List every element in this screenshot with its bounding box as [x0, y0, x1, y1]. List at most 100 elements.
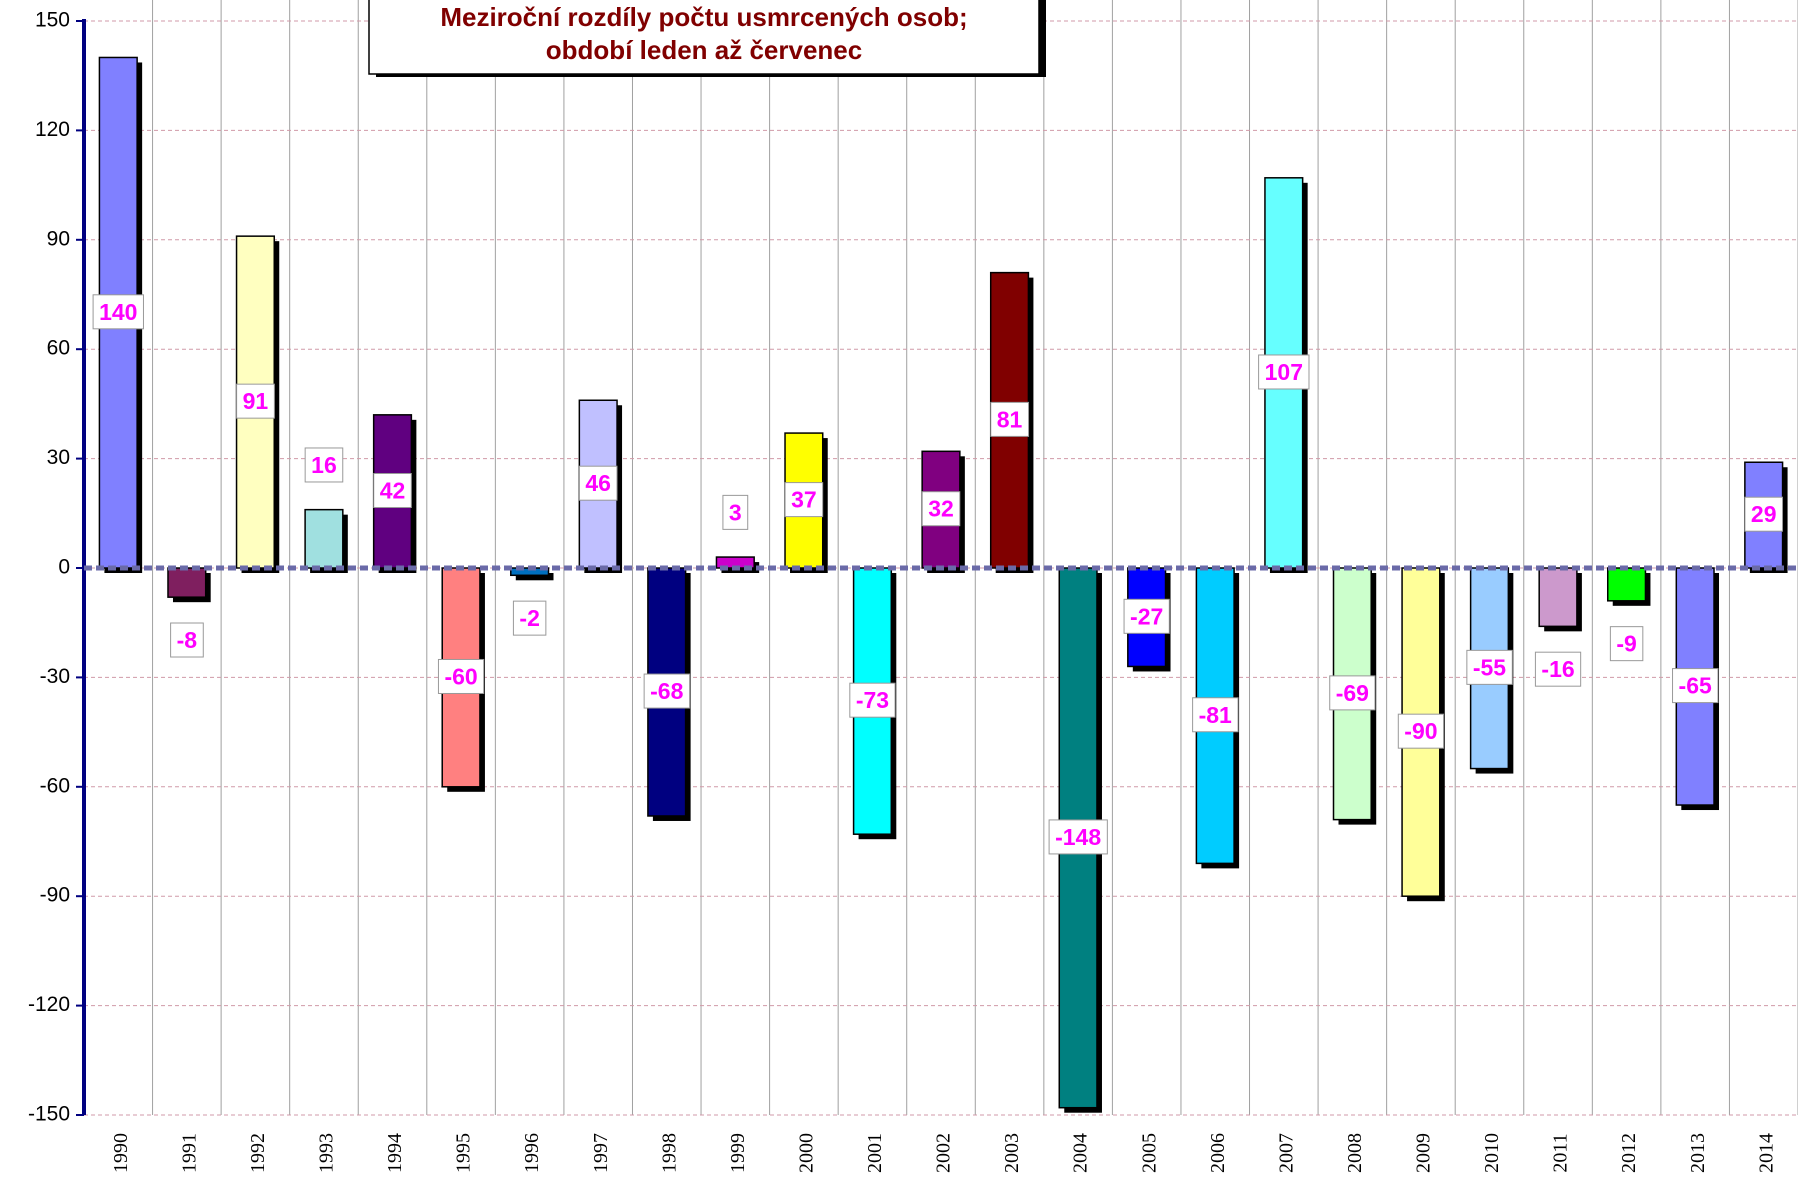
x-tick-label: 2000	[795, 1133, 817, 1173]
value-label: -90	[1404, 718, 1437, 744]
x-tick-label: 1998	[658, 1133, 680, 1173]
x-tick-label: 1996	[521, 1133, 543, 1173]
x-tick: 1996	[521, 1133, 543, 1173]
value-label-box	[578, 465, 618, 501]
x-tick: 1993	[316, 1133, 338, 1173]
x-tick: 2005	[1138, 1133, 1160, 1173]
y-tick-label: 0	[58, 556, 70, 579]
value-label: -9	[1616, 631, 1636, 657]
y-tick-label: -30	[40, 665, 70, 688]
value-label-box	[92, 294, 144, 330]
x-tick: 2002	[933, 1133, 955, 1173]
x-tick: 2001	[864, 1133, 886, 1173]
x-tick: 2013	[1687, 1133, 1709, 1173]
value-label-box	[1258, 354, 1310, 390]
x-tick: 2012	[1618, 1133, 1640, 1173]
value-label-box	[849, 682, 896, 718]
bar	[304, 508, 344, 569]
value-label: 91	[243, 388, 269, 414]
y-tick-label: -60	[40, 774, 70, 797]
value-label: 16	[311, 452, 337, 478]
x-tick: 1991	[178, 1133, 200, 1173]
x-tick: 2009	[1413, 1133, 1435, 1173]
x-tick-label: 2005	[1138, 1133, 1160, 1173]
chart-title: období leden až červenec	[546, 35, 862, 65]
value-label-box	[1672, 668, 1719, 704]
x-tick-label: 2011	[1550, 1133, 1572, 1172]
x-tick-label: 2006	[1207, 1133, 1229, 1173]
x-tick: 2000	[795, 1133, 817, 1173]
x-tick: 2008	[1344, 1133, 1366, 1173]
bar	[1538, 567, 1578, 628]
value-label: -27	[1130, 603, 1163, 629]
value-label-box	[170, 622, 204, 658]
value-label: 107	[1265, 359, 1303, 385]
value-label-box	[784, 482, 824, 518]
x-tick-label: 1991	[178, 1133, 200, 1173]
value-label: -16	[1541, 656, 1574, 682]
x-tick-label: 2010	[1481, 1133, 1503, 1173]
value-label-box	[304, 447, 344, 483]
x-tick: 2011	[1550, 1133, 1572, 1172]
value-label: 81	[997, 406, 1023, 432]
value-label: 29	[1751, 501, 1777, 527]
value-label: -81	[1199, 702, 1232, 728]
value-label: 32	[928, 496, 954, 522]
x-tick-label: 2004	[1070, 1133, 1092, 1173]
value-label-box	[1192, 697, 1239, 733]
value-label: -55	[1473, 654, 1506, 680]
value-label-box	[236, 383, 275, 419]
y-tick-label: 150	[35, 9, 70, 32]
x-tick-label: 2001	[864, 1133, 886, 1173]
value-label: -8	[177, 627, 198, 653]
x-tick: 1995	[453, 1133, 475, 1173]
x-tick-label: 1992	[247, 1133, 269, 1173]
value-label-box	[1466, 649, 1513, 685]
x-tick: 2014	[1755, 1133, 1777, 1173]
x-tick: 2003	[1001, 1133, 1023, 1173]
x-tick: 2010	[1481, 1133, 1503, 1173]
x-tick: 2006	[1207, 1133, 1229, 1173]
y-tick-label: -150	[28, 1103, 70, 1126]
x-tick-label: 1999	[727, 1133, 749, 1173]
x-tick-label: 1997	[590, 1133, 612, 1173]
x-tick-label: 2013	[1687, 1133, 1709, 1173]
value-label-box	[722, 494, 749, 530]
x-tick-label: 1994	[384, 1133, 406, 1173]
title-box	[368, 0, 1040, 75]
y-tick-label: -90	[40, 884, 70, 907]
value-label: 42	[380, 477, 406, 503]
chart-title: Meziroční rozdíly počtu usmrcených osob;	[440, 2, 967, 32]
bar	[167, 567, 207, 598]
value-label: 37	[791, 487, 817, 513]
value-label: -65	[1679, 673, 1712, 699]
y-tick-label: -120	[28, 993, 70, 1016]
x-tick: 1994	[384, 1133, 406, 1173]
bar	[1606, 567, 1647, 602]
x-tick-label: 2009	[1413, 1133, 1435, 1173]
value-label-box	[643, 673, 691, 709]
x-tick: 1997	[590, 1133, 612, 1173]
value-label-box	[1744, 496, 1784, 532]
value-label-box	[1534, 651, 1582, 687]
value-label-box	[373, 472, 412, 508]
value-label-box	[1048, 819, 1108, 855]
value-label: -69	[1336, 680, 1369, 706]
value-label-box	[1123, 598, 1170, 634]
x-tick: 1998	[658, 1133, 680, 1173]
value-label: 140	[99, 299, 137, 325]
value-label-box	[1397, 713, 1445, 749]
value-label-box	[437, 658, 485, 694]
x-tick: 1990	[110, 1133, 132, 1173]
value-label: 3	[729, 499, 742, 525]
value-label-box	[1609, 626, 1644, 662]
y-tick-label: 30	[47, 446, 70, 469]
x-tick-label: 2012	[1618, 1133, 1640, 1173]
x-tick-label: 2014	[1755, 1133, 1777, 1173]
bar-shadow	[515, 573, 554, 581]
value-label: -73	[856, 687, 889, 713]
x-tick: 2007	[1275, 1133, 1297, 1173]
x-tick-label: 2003	[1001, 1133, 1023, 1173]
x-tick-label: 1995	[453, 1133, 475, 1173]
